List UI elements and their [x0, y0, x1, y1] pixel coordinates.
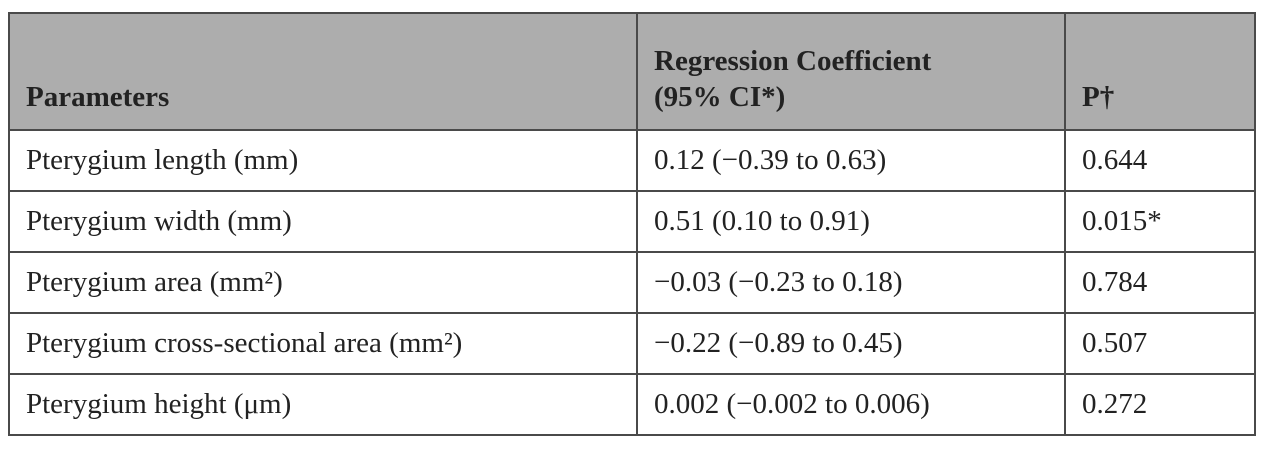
table-cell: 0.784 [1064, 251, 1256, 314]
header-text: Parameters [26, 81, 170, 113]
header-cell: Parameters [8, 12, 638, 131]
table-cell: −0.22 (−0.89 to 0.45) [636, 312, 1066, 375]
table-row: Pterygium width (mm) 0.51 (0.10 to 0.91) 0… [8, 190, 1256, 253]
table-cell: 0.272 [1064, 373, 1256, 436]
table-cell: 0.644 [1064, 129, 1256, 192]
header-row: Parameters Regression Coefficient (95% CI*… [8, 12, 1256, 131]
table-cell: 0.51 (0.10 to 0.91) [636, 190, 1066, 253]
header-text: P† [1082, 81, 1115, 113]
table-cell: 0.002 (−0.002 to 0.006) [636, 373, 1066, 436]
table-cell: −0.03 (−0.23 to 0.18) [636, 251, 1066, 314]
table-row: Pterygium height (μm) 0.002 (−0.002 to 0.… [8, 373, 1256, 436]
header-cell: Regression Coefficient (95% CI*) [636, 12, 1066, 131]
table-cell: Pterygium height (μm) [8, 373, 638, 436]
header-text: (95% CI*) [654, 81, 786, 113]
table-row: Pterygium length (mm) 0.12 (−0.39 to 0.63… [8, 129, 1256, 192]
table-row: Pterygium cross-sectional area (mm²) −0.2… [8, 312, 1256, 375]
table-cell: Pterygium width (mm) [8, 190, 638, 253]
table-cell: 0.12 (−0.39 to 0.63) [636, 129, 1066, 192]
results-table: Parameters Regression Coefficient (95% CI*… [8, 12, 1256, 436]
table-head: Parameters Regression Coefficient (95% CI*… [8, 12, 1256, 131]
header-cell: P† [1064, 12, 1256, 131]
header-text: Regression Coefficient [654, 45, 932, 77]
table-cell: Pterygium length (mm) [8, 129, 638, 192]
table-cell: 0.507 [1064, 312, 1256, 375]
table-cell: Pterygium cross-sectional area (mm²) [8, 312, 638, 375]
table-body: Pterygium length (mm) 0.12 (−0.39 to 0.63… [8, 129, 1256, 436]
table-cell: Pterygium area (mm²) [8, 251, 638, 314]
table-cell: 0.015* [1064, 190, 1256, 253]
table-row: Pterygium area (mm²) −0.03 (−0.23 to 0.18… [8, 251, 1256, 314]
